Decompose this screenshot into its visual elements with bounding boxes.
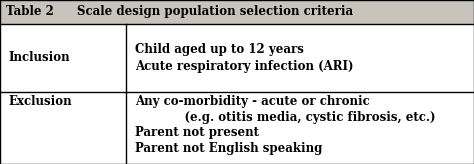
Text: Any co-morbidity - acute or chronic: Any co-morbidity - acute or chronic xyxy=(135,95,370,108)
Text: Acute respiratory infection (ARI): Acute respiratory infection (ARI) xyxy=(135,60,354,73)
Text: Parent not English speaking: Parent not English speaking xyxy=(135,142,322,155)
Text: Parent not present: Parent not present xyxy=(135,126,259,139)
Text: (e.g. otitis media, cystic fibrosis, etc.): (e.g. otitis media, cystic fibrosis, etc… xyxy=(135,111,436,124)
Text: Scale design population selection criteria: Scale design population selection criter… xyxy=(44,5,353,18)
Bar xyxy=(0,0,474,24)
Text: Child aged up to 12 years: Child aged up to 12 years xyxy=(135,43,304,56)
Text: Table 2: Table 2 xyxy=(6,5,54,18)
Text: Exclusion: Exclusion xyxy=(9,95,72,108)
Text: Inclusion: Inclusion xyxy=(9,51,70,64)
